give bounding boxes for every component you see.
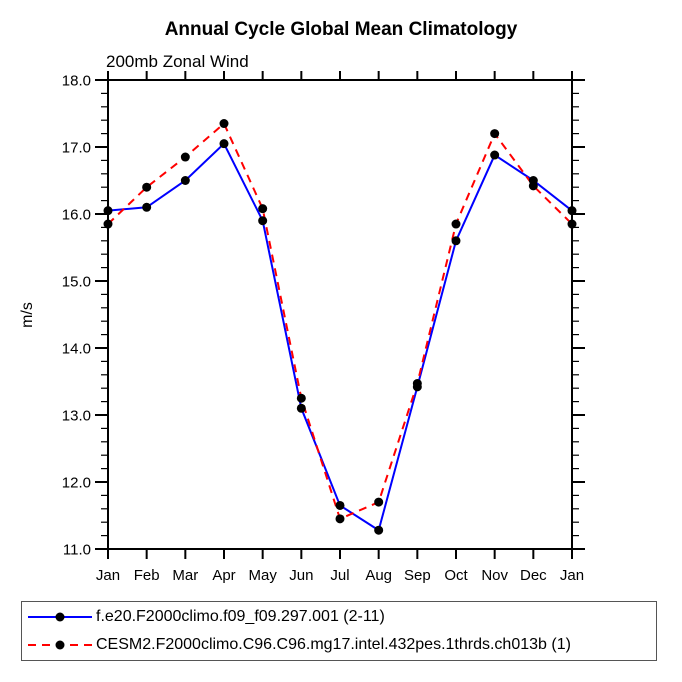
x-tick-label: Mar [172, 567, 198, 584]
y-tick-label: 11.0 [63, 542, 91, 559]
y-tick-label: 16.0 [62, 207, 91, 224]
y-tick-label: 15.0 [62, 274, 91, 291]
data-point-marker-s1 [180, 152, 190, 162]
data-point-marker-s1 [142, 182, 152, 192]
data-point-marker-s1 [219, 119, 229, 129]
x-tick-label: Aug [365, 567, 392, 584]
y-tick-label: 12.0 [62, 475, 91, 492]
x-tick-label: Jan [96, 567, 120, 584]
chart-subtitle: 200mb Zonal Wind [106, 52, 249, 71]
data-point-marker-s1 [528, 181, 538, 191]
legend-item-series1: f.e20.F2000climo.f09_f09.297.001 (2-11) [26, 603, 656, 631]
chart-title: Annual Cycle Global Mean Climatology [164, 19, 518, 40]
y-axis-label: m/s [19, 302, 36, 328]
data-point-marker-s1 [103, 219, 113, 229]
data-point-marker-s1 [258, 204, 268, 214]
plot-frame [107, 79, 573, 550]
data-point-marker-s0 [567, 206, 577, 216]
data-point-marker-s1 [374, 497, 384, 507]
data-point-marker-s1 [412, 379, 422, 389]
data-point-marker-s0 [219, 139, 229, 149]
data-point-marker-s1 [335, 514, 345, 524]
data-point-marker-s0 [490, 150, 500, 160]
legend: f.e20.F2000climo.f09_f09.297.001 (2-11) … [21, 601, 657, 661]
data-point-marker-s0 [103, 206, 113, 216]
x-tick-label: Sep [404, 567, 431, 584]
legend-label-series1: f.e20.F2000climo.f09_f09.297.001 (2-11) [96, 608, 385, 625]
data-point-marker-s1 [567, 219, 577, 229]
data-point-marker-s0 [451, 236, 461, 246]
legend-label-series2: CESM2.F2000climo.C96.C96.mg17.intel.432p… [96, 636, 571, 653]
data-point-marker-s0 [180, 176, 190, 185]
x-tick-label: Apr [212, 567, 235, 584]
x-tick-label: Jun [289, 567, 313, 584]
y-tick-label: 18.0 [62, 73, 91, 90]
x-tick-label: May [248, 567, 277, 584]
data-point-marker-s0 [258, 216, 268, 226]
data-point-marker-s1 [451, 219, 461, 229]
data-point-marker-s0 [296, 403, 306, 413]
x-tick-label: Jul [330, 567, 349, 584]
x-tick-label: Oct [444, 567, 468, 584]
x-tick-label: Feb [134, 567, 160, 584]
y-tick-label: 14.0 [62, 341, 91, 358]
data-point-marker-s0 [142, 202, 152, 212]
data-point-marker-s0 [374, 525, 384, 535]
legend-line-sample-dashed [28, 640, 92, 650]
legend-item-series2: CESM2.F2000climo.C96.C96.mg17.intel.432p… [26, 631, 656, 659]
series-line-1 [107, 121, 573, 521]
data-point-marker-s1 [296, 393, 306, 403]
data-point-marker-s0 [335, 500, 345, 510]
x-tick-label: Nov [481, 567, 508, 584]
legend-line-sample-solid [28, 612, 92, 622]
y-tick-label: 17.0 [62, 140, 91, 157]
series-line-0 [107, 141, 573, 532]
data-point-marker-s1 [490, 129, 500, 139]
x-tick-label: Jan [560, 567, 584, 584]
x-tick-label: Dec [520, 567, 547, 584]
y-tick-label: 13.0 [62, 408, 91, 425]
